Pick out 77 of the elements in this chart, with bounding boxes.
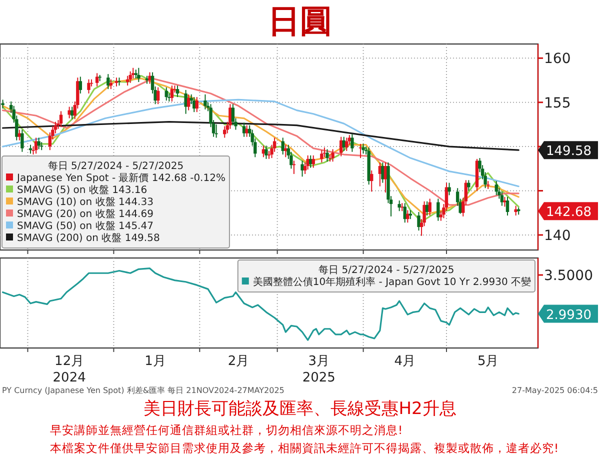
- candlestick: [398, 200, 401, 212]
- text: 27-May-2025 06:04:5: [512, 386, 598, 395]
- candlestick: [264, 145, 268, 160]
- candlestick: [78, 76, 82, 94]
- candlestick: [358, 143, 362, 159]
- candlestick: [186, 94, 190, 111]
- candlestick: [20, 129, 24, 152]
- candlestick: [292, 160, 296, 174]
- legend-label: SMAVG (50) on 收盤 145.47: [17, 220, 154, 232]
- candlestick: [300, 160, 304, 178]
- text: 早安講師並無經營任何通信群組或社群，切勿相信來源不明之消息!: [50, 423, 403, 437]
- x-tick-label: 5月: [477, 354, 499, 369]
- legend-label: Japanese Yen Spot - 最新價 142.68 -0.12%: [16, 172, 226, 184]
- legend-label: SMAVG (5) on 收盤 143.16: [17, 184, 148, 196]
- legend-label: 美國整體公債10年期殖利率 - Japan Govt 10 Yr 2.9930 不變: [252, 276, 531, 288]
- candlestick: [170, 85, 174, 102]
- legend-title: 每日 5/27/2024 - 5/27/2025: [48, 160, 184, 172]
- y-tick-label: 140: [544, 228, 571, 244]
- candlestick: [406, 210, 410, 224]
- candlestick: [340, 136, 343, 157]
- text: 142.68: [546, 205, 592, 220]
- candlestick: [184, 89, 188, 114]
- candlestick: [95, 72, 99, 87]
- text: 本檔案文件僅供早安節目需求使用及參考，相關資訊未經許可不得揭露、複製或散佈，違者必究!: [50, 441, 559, 455]
- candlestick: [506, 196, 510, 216]
- candlestick: [37, 137, 40, 150]
- text: 2.9930: [546, 308, 592, 323]
- candlestick: [503, 196, 506, 208]
- text: 3.5000: [544, 268, 593, 284]
- candlestick: [436, 198, 440, 222]
- candlestick: [362, 143, 365, 154]
- legend-title: 每日 5/27/2024 - 5/27/2025: [318, 264, 454, 276]
- chart-title: 日圓: [268, 2, 332, 40]
- candlestick: [87, 78, 90, 94]
- candlestick: [467, 180, 470, 192]
- candlestick: [500, 191, 504, 206]
- text: 149.58: [546, 144, 592, 160]
- legend-label: SMAVG (10) on 收盤 144.33: [17, 196, 154, 208]
- candlestick: [448, 182, 451, 196]
- candlestick: [514, 205, 518, 216]
- candlestick: [195, 96, 198, 113]
- y-tick-label: 155: [544, 95, 571, 112]
- candlestick: [326, 148, 329, 162]
- candlestick: [132, 67, 135, 79]
- candlestick: [320, 150, 324, 163]
- candlestick: [164, 86, 168, 102]
- candlestick: [428, 198, 432, 216]
- legend-label: SMAVG (200) on 收盤 149.58: [17, 232, 160, 244]
- candlestick: [137, 67, 140, 83]
- x-tick-label: 12月 2024: [52, 354, 86, 386]
- text: 美日財長可能談及匯率、長線受惠H2升息: [144, 399, 456, 419]
- candlestick: [350, 134, 354, 152]
- candlestick: [176, 85, 180, 98]
- candlestick: [59, 110, 63, 128]
- candlestick: [245, 124, 248, 138]
- x-tick-label: 3月 2025: [302, 354, 336, 386]
- text: PY Curncy (Japanese Yen Spot) 利差&匯率 每日 21NOV2024-27MAY2025: [2, 386, 284, 395]
- candlestick: [306, 154, 310, 170]
- y-tick-label: 160: [544, 51, 571, 68]
- candlestick: [106, 74, 110, 90]
- candlestick: [370, 170, 374, 192]
- line-series: [2, 121, 520, 151]
- candlestick: [494, 180, 498, 196]
- x-tick-label: 2月: [228, 354, 250, 369]
- candlestick: [345, 137, 348, 152]
- candlestick: [381, 162, 384, 184]
- candlestick: [231, 104, 235, 126]
- candlestick: [204, 94, 207, 110]
- legend-label: SMAVG (20) on 收盤 144.69: [17, 208, 154, 220]
- x-tick-label: 4月: [394, 354, 416, 369]
- x-tick-label: 1月: [144, 354, 166, 369]
- candlestick: [228, 104, 232, 130]
- candlestick: [128, 70, 132, 84]
- candlestick: [156, 86, 160, 105]
- candlestick: [417, 211, 420, 232]
- candlestick: [192, 96, 196, 113]
- candlestick: [331, 148, 334, 162]
